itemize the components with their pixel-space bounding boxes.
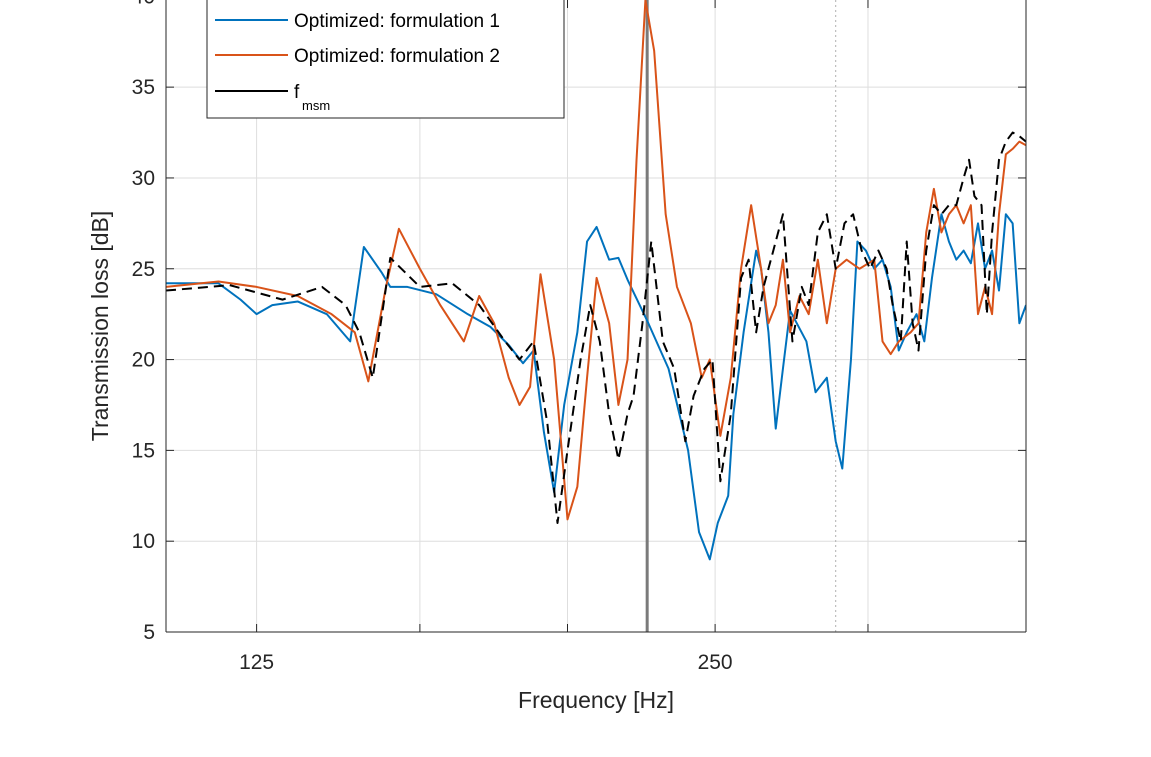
y-tick-label-7: 40 — [132, 0, 155, 8]
y-tick-label-2: 15 — [132, 439, 155, 462]
tick-labels: 125 250 5 10 15 20 25 30 35 40 — [132, 0, 733, 674]
legend-label-sub-2: msm — [302, 98, 330, 113]
y-tick-label-3: 20 — [132, 349, 155, 372]
legend: Optimized: formulation 1 Optimized: formu… — [206, 0, 565, 119]
y-axis-label: Transmission loss [dB] — [87, 211, 113, 442]
series-line-1 — [166, 0, 1026, 521]
x-tick-label-3: 250 — [698, 651, 733, 674]
axes-layer — [165, 0, 1027, 633]
x-tick-label-0: 125 — [239, 651, 274, 674]
y-tick-label-4: 25 — [132, 258, 155, 281]
legend-label-0: Optimized: formulation 1 — [294, 11, 500, 32]
x-axis-label: Frequency [Hz] — [518, 687, 674, 713]
reference-lines — [645, 0, 837, 632]
legend-label-1: Optimized: formulation 2 — [294, 46, 500, 67]
legend-label-2: f — [294, 82, 300, 103]
y-tick-label-6: 35 — [132, 76, 155, 99]
series-layer — [166, 0, 1026, 561]
y-tick-label-5: 30 — [132, 167, 155, 190]
y-tick-label-0: 5 — [143, 621, 155, 644]
y-tick-label-1: 10 — [132, 530, 155, 553]
series-line-2 — [166, 131, 1026, 525]
series-line-0 — [166, 213, 1026, 561]
